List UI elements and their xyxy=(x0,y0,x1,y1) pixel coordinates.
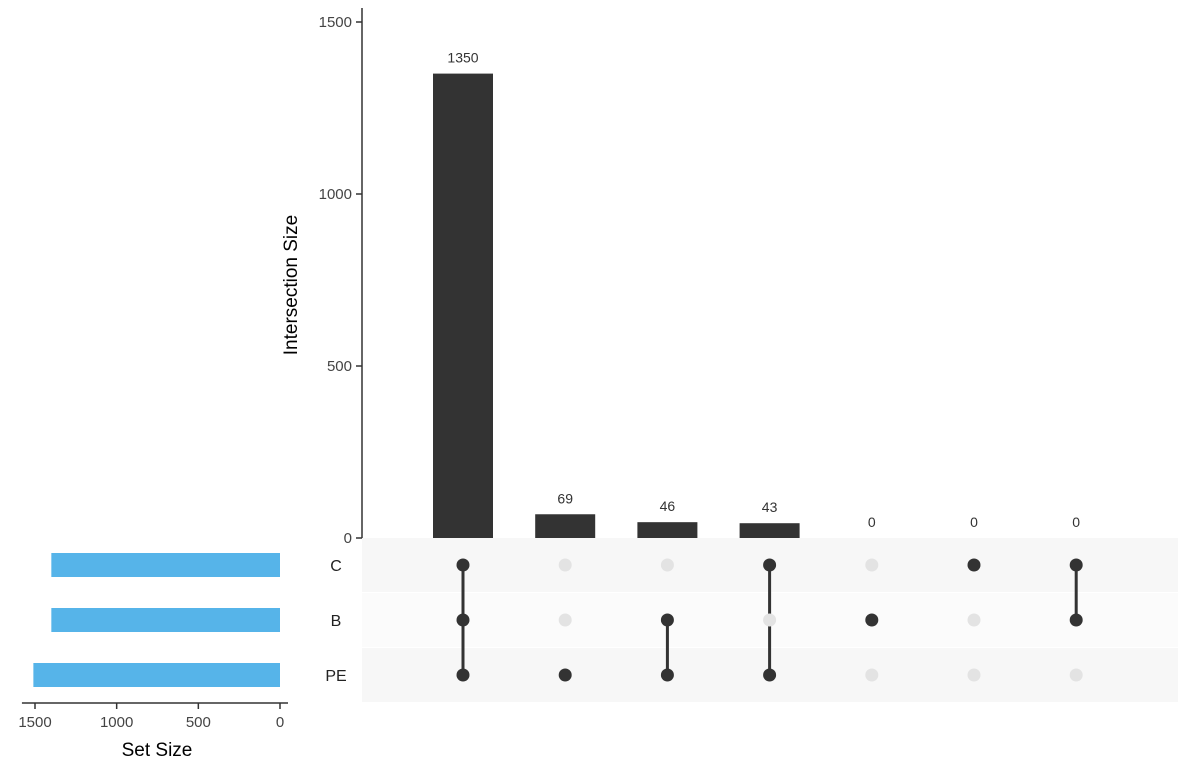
matrix-dot-active xyxy=(456,613,470,627)
matrix-dot-active xyxy=(763,558,777,572)
intersection-bar-value: 0 xyxy=(970,514,978,530)
matrix-dot-active xyxy=(865,613,879,627)
intersection-bar xyxy=(637,522,698,538)
intersection-bar-value: 46 xyxy=(660,498,676,514)
intersection-bar xyxy=(739,523,800,538)
set-label: B xyxy=(331,613,342,630)
matrix-dot-inactive xyxy=(1069,668,1083,682)
matrix-dot-active xyxy=(1069,558,1083,572)
set-label: PE xyxy=(325,668,346,685)
y-tick-label: 0 xyxy=(344,530,352,547)
matrix-dot-inactive xyxy=(558,613,572,627)
matrix-dot-inactive xyxy=(865,668,879,682)
matrix-dot-active xyxy=(660,613,674,627)
set-size-axis: 1500 1000 500 0 xyxy=(18,702,288,731)
matrix-dot-inactive xyxy=(763,613,777,627)
matrix-dot-active xyxy=(660,668,674,682)
matrix-dot-active xyxy=(456,558,470,572)
matrix-dot-active xyxy=(763,668,777,682)
matrix-dot-inactive xyxy=(660,558,674,572)
intersection-bar-value: 43 xyxy=(762,499,778,515)
x-tick-label: 1000 xyxy=(100,714,133,731)
intersection-bar-labels: 1350 69 46 43 0 0 0 xyxy=(447,50,1080,530)
matrix-dot-active xyxy=(1069,613,1083,627)
matrix-dot-inactive xyxy=(558,558,572,572)
matrix-dot-inactive xyxy=(967,668,981,682)
y-tick-label: 500 xyxy=(327,358,352,375)
y-tick-label: 1000 xyxy=(319,186,352,203)
y-axis-title: Intersection Size xyxy=(281,215,302,355)
intersection-bar-value: 69 xyxy=(557,490,573,506)
x-tick-label: 500 xyxy=(186,714,211,731)
x-tick-label: 1500 xyxy=(18,714,51,731)
matrix-dot-inactive xyxy=(865,558,879,572)
set-name-labels: C B PE xyxy=(325,558,346,685)
matrix-dot-active xyxy=(558,668,572,682)
x-tick-label: 0 xyxy=(276,714,284,731)
set-size-bar xyxy=(51,608,281,632)
set-label: C xyxy=(330,558,342,575)
intersection-bar xyxy=(535,514,596,538)
matrix-dot-active xyxy=(456,668,470,682)
matrix-dot-inactive xyxy=(967,613,981,627)
x-axis-title: Set Size xyxy=(122,740,193,761)
set-size-bar xyxy=(51,553,281,577)
intersection-bar-value: 1350 xyxy=(447,50,478,66)
intersection-matrix xyxy=(456,558,1083,682)
y-tick-label: 1500 xyxy=(319,14,352,31)
intersection-bar-value: 0 xyxy=(1072,514,1080,530)
set-size-bar xyxy=(33,663,280,687)
matrix-dot-active xyxy=(967,558,981,572)
set-size-bars xyxy=(33,553,281,687)
intersection-size-axis: 0 500 1000 1500 xyxy=(319,8,363,547)
intersection-bar-value: 0 xyxy=(868,514,876,530)
intersection-bars xyxy=(433,73,800,538)
intersection-bar xyxy=(433,73,493,538)
